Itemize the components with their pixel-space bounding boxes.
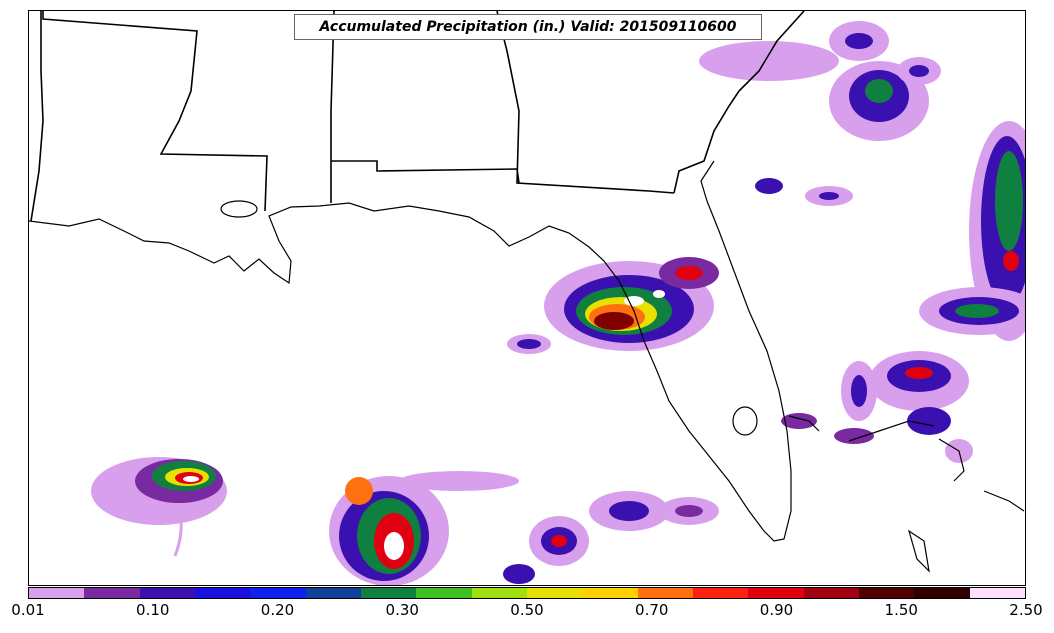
colorbar-segment	[194, 588, 251, 598]
colorbar-segment	[858, 588, 915, 598]
colorbar-tick-label: 0.90	[759, 601, 794, 619]
colorbar-segment	[305, 588, 361, 598]
map-title: Accumulated Precipitation (in.) Valid: 2…	[294, 14, 762, 40]
map-panel[interactable]	[28, 10, 1026, 586]
colorbar-segment	[250, 588, 306, 598]
colorbar-tick-label: 0.70	[635, 601, 669, 619]
colorbar-segment	[914, 588, 970, 598]
colorbar-tick-label: 1.50	[884, 601, 918, 619]
storm-atlantic	[699, 21, 1025, 463]
colorbar-segment	[84, 588, 140, 598]
colorbar-segment	[803, 588, 859, 598]
precipitation-map	[29, 11, 1025, 585]
state-boundaries	[30, 11, 805, 222]
coastline	[29, 160, 1025, 573]
storm-lower-left	[91, 457, 227, 557]
storm-big-bend	[507, 257, 719, 354]
storm-south-cluster	[329, 471, 719, 585]
colorbar-tick-label: 0.30	[385, 601, 419, 619]
colorbar-segment	[360, 588, 417, 598]
colorbar-labels: 0.01 0.10 0.20 0.30 0.50 0.70 0.90 1.50 2.50	[0, 601, 1054, 625]
colorbar-tick-label: 0.50	[510, 601, 544, 619]
colorbar-tick-label: 0.20	[260, 601, 295, 619]
colorbar-segment	[416, 588, 472, 598]
colorbar-tick-label: 0.01	[11, 601, 45, 619]
colorbar-segment	[692, 588, 749, 598]
colorbar-segment	[748, 588, 804, 598]
colorbar-tick-label: 0.10	[136, 601, 170, 619]
colorbar-segment	[29, 588, 85, 598]
colorbar-tick-label: 2.50	[1009, 601, 1043, 619]
colorbar	[28, 587, 1026, 599]
colorbar-segment	[471, 588, 527, 598]
colorbar-segment	[139, 588, 195, 598]
colorbar-segment	[969, 588, 1025, 598]
colorbar-segment	[582, 588, 638, 598]
precipitation-field	[91, 21, 1025, 585]
colorbar-segment	[526, 588, 583, 598]
colorbar-segment	[637, 588, 693, 598]
